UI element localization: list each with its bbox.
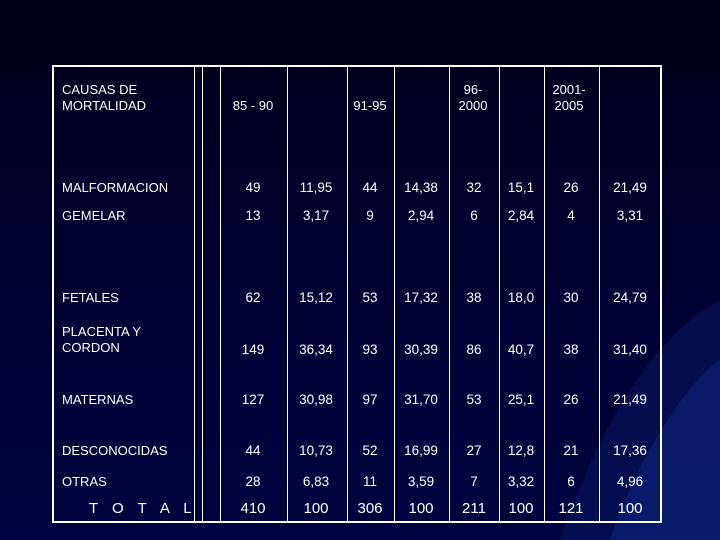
column-divider xyxy=(599,67,600,521)
mortality-table: CAUSAS DE MORTALIDAD 85 - 90 91-95 96- 2… xyxy=(52,65,662,523)
row-label: MATERNAS xyxy=(62,392,134,407)
table-cell: 86 xyxy=(466,342,482,357)
table-cell: 44 xyxy=(245,443,261,458)
row-label: FETALES xyxy=(62,290,119,305)
table-cell: 17,36 xyxy=(613,443,647,458)
table-cell: 44 xyxy=(362,180,378,195)
column-divider xyxy=(220,67,221,521)
total-cell: 100 xyxy=(617,500,643,517)
table-cell: 3,31 xyxy=(616,208,644,223)
period-header-96-2000: 96- 2000 xyxy=(458,82,488,113)
table-cell: 26 xyxy=(563,180,579,195)
table-cell: 3,32 xyxy=(507,474,535,489)
table-cell: 53 xyxy=(466,392,482,407)
table-cell: 53 xyxy=(362,290,378,305)
table-cell: 27 xyxy=(466,443,482,458)
table-cell: 15,12 xyxy=(299,290,333,305)
table-cell: 21,49 xyxy=(613,392,647,407)
period-header-91-95: 91-95 xyxy=(353,98,387,113)
table-cell: 7 xyxy=(470,474,478,489)
total-cell: 306 xyxy=(357,500,383,517)
table-cell: 97 xyxy=(362,392,378,407)
column-divider xyxy=(287,67,288,521)
period-header-85-90: 85 - 90 xyxy=(232,98,274,113)
table-cell: 31,70 xyxy=(404,392,438,407)
row-label: GEMELAR xyxy=(62,208,126,223)
table-cell: 40,7 xyxy=(507,342,535,357)
table-cell: 6,83 xyxy=(302,474,330,489)
column-divider xyxy=(544,67,545,521)
table-cell: 14,38 xyxy=(404,180,438,195)
column-divider xyxy=(194,67,195,521)
row-label: OTRAS xyxy=(62,474,107,489)
period-header-2001-2005: 2001- 2005 xyxy=(552,82,586,113)
column-divider xyxy=(449,67,450,521)
table-cell: 30,39 xyxy=(404,342,438,357)
table-cell: 16,99 xyxy=(404,443,438,458)
table-cell: 93 xyxy=(362,342,378,357)
total-cell: 410 xyxy=(240,500,266,517)
table-cell: 3,59 xyxy=(407,474,435,489)
table-cell: 52 xyxy=(362,443,378,458)
table-cell: 30,98 xyxy=(299,392,333,407)
table-cell: 17,32 xyxy=(404,290,438,305)
table-cell: 2,94 xyxy=(407,208,435,223)
column-divider xyxy=(499,67,500,521)
row-label: PLACENTA Y CORDON xyxy=(62,324,141,355)
table-cell: 26 xyxy=(563,392,579,407)
table-cell: 2,84 xyxy=(507,208,535,223)
column-divider xyxy=(394,67,395,521)
table-cell: 3,17 xyxy=(302,208,330,223)
total-cell: 211 xyxy=(462,500,486,517)
table-cell: 6 xyxy=(470,208,478,223)
total-cell: 121 xyxy=(558,500,584,517)
table-cell: 30 xyxy=(563,290,579,305)
table-cell: 38 xyxy=(466,290,482,305)
table-cell: 127 xyxy=(241,392,265,407)
table-cell: 49 xyxy=(245,180,261,195)
table-cell: 12,8 xyxy=(507,443,535,458)
table-cell: 28 xyxy=(245,474,261,489)
table-cell: 24,79 xyxy=(613,290,647,305)
table-cell: 11,95 xyxy=(299,180,333,195)
table-cell: 36,34 xyxy=(299,342,333,357)
total-cell: 100 xyxy=(303,500,329,517)
table-cell: 9 xyxy=(366,208,374,223)
column-divider xyxy=(202,67,203,521)
table-cell: 11 xyxy=(362,474,378,489)
table-cell: 4,96 xyxy=(616,474,644,489)
table-cell: 4 xyxy=(567,208,575,223)
total-cell: 100 xyxy=(508,500,534,517)
table-cell: 13 xyxy=(245,208,261,223)
table-cell: 10,73 xyxy=(299,443,333,458)
table-cell: 21,49 xyxy=(613,180,647,195)
table-cell: 15,1 xyxy=(507,180,535,195)
table-cell: 31,40 xyxy=(613,342,647,357)
causes-header: CAUSAS DE MORTALIDAD xyxy=(62,82,147,113)
table-cell: 18,0 xyxy=(507,290,535,305)
total-label: T O T A L xyxy=(89,500,197,517)
table-cell: 62 xyxy=(245,290,261,305)
table-cell: 32 xyxy=(466,180,482,195)
table-cell: 25,1 xyxy=(507,392,535,407)
row-label: MALFORMACION xyxy=(62,180,169,195)
table-cell: 149 xyxy=(241,342,265,357)
column-divider xyxy=(347,67,348,521)
table-cell: 6 xyxy=(567,474,575,489)
table-cell: 21 xyxy=(563,443,579,458)
row-label: DESCONOCIDAS xyxy=(62,443,168,458)
table-cell: 38 xyxy=(563,342,579,357)
total-cell: 100 xyxy=(408,500,434,517)
